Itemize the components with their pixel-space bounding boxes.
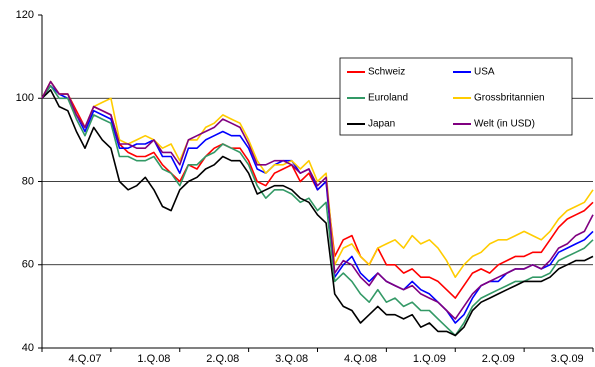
- x-tick-label: 1.Q.08: [137, 353, 170, 365]
- legend-label: Euroland: [368, 93, 408, 104]
- y-tick-label: 60: [22, 259, 34, 271]
- y-tick-label: 120: [16, 9, 34, 21]
- legend-label: Welt (in USD): [474, 119, 535, 130]
- series-line: [41, 80, 594, 278]
- y-tick-label: 100: [16, 92, 34, 104]
- x-tick-label: 1.Q.09: [413, 353, 446, 365]
- legend-label: Japan: [368, 119, 395, 130]
- series-line: [41, 89, 594, 337]
- series-line: [41, 85, 594, 324]
- x-tick-label: 2.Q.08: [206, 353, 239, 365]
- legend-label: USA: [474, 67, 495, 78]
- x-tick-label: 3.Q.09: [551, 353, 584, 365]
- legend-label: Grossbritannien: [474, 93, 545, 104]
- legend-label: Schweiz: [368, 67, 405, 78]
- series-line: [41, 80, 594, 320]
- series-line: [41, 85, 594, 337]
- legend-box: [339, 57, 573, 136]
- x-tick-label: 2.Q.09: [482, 353, 515, 365]
- y-tick-label: 80: [22, 175, 34, 187]
- y-tick-label: 40: [22, 342, 34, 354]
- x-tick-label: 3.Q.08: [275, 353, 308, 365]
- x-tick-label: 4.Q.08: [344, 353, 377, 365]
- x-tick-label: 4.Q.07: [69, 353, 102, 365]
